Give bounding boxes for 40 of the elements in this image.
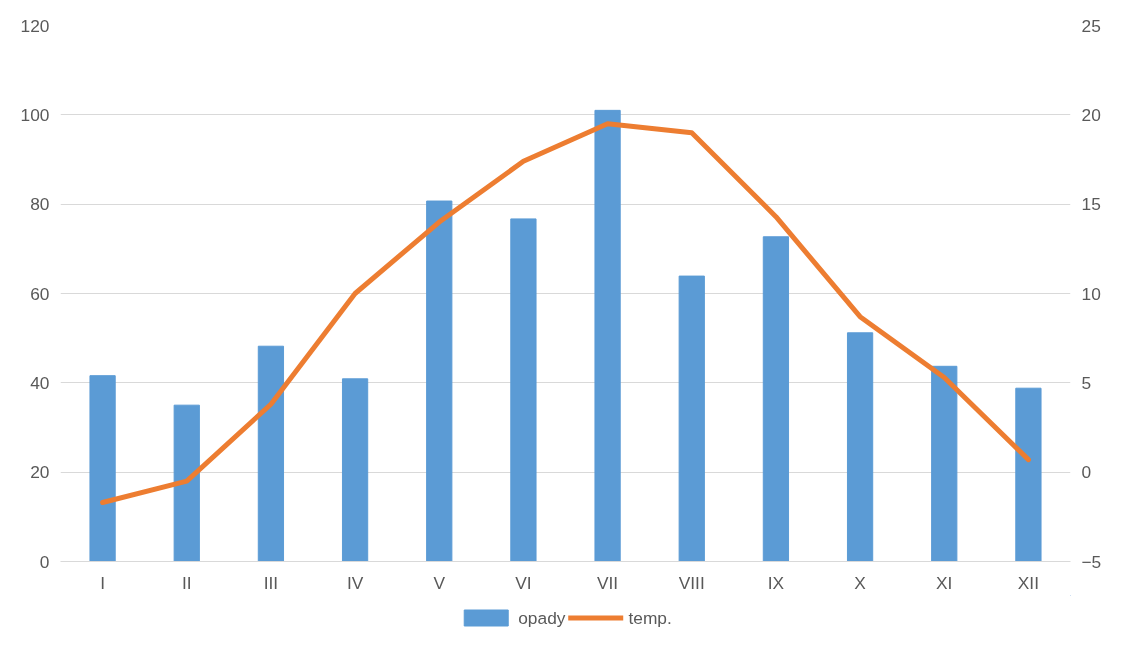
x-tick-label: XI [936,572,953,593]
bar [594,109,621,562]
x-tick-label: II [181,572,192,593]
y2-tick-label: 25 [1081,15,1101,36]
y2-tick-label: 10 [1081,283,1101,304]
bar [678,275,705,562]
x-tick-label: V [433,572,446,593]
bar [1015,387,1042,562]
y2-tick-label: −5 [1081,551,1102,572]
x-tick-label: XII [1017,572,1040,593]
x-tick-label: X [854,572,867,593]
bar [510,218,537,562]
y2-tick-label: 0 [1081,462,1092,483]
x-tick-label: VII [596,572,619,593]
bar [762,236,790,562]
y-tick-label: 120 [20,15,50,36]
x-tick-label: III [263,572,279,593]
bar [931,365,958,562]
x-tick-label: IX [767,572,785,593]
y-tick-label: 100 [20,104,50,125]
legend-label: opady [518,607,566,628]
y-tick-label: 40 [30,372,50,393]
y-tick-label: 20 [30,462,50,483]
y-tick-label: 80 [30,194,50,215]
bar [173,404,200,562]
x-tick-label: IV [346,572,364,593]
legend-label: temp. [628,607,672,628]
bar [341,378,369,562]
y2-tick-label: 20 [1081,104,1101,125]
bar [89,375,116,562]
x-tick-label: I [100,572,105,593]
y2-tick-label: 5 [1081,372,1092,393]
y-tick-label: 0 [39,551,50,572]
x-tick-label: VI [515,572,532,593]
bar [846,332,874,562]
y2-tick-label: 15 [1081,194,1101,215]
x-tick-label: VIII [678,572,705,593]
bar [257,345,285,562]
y-tick-label: 60 [30,283,50,304]
bar [426,200,453,562]
